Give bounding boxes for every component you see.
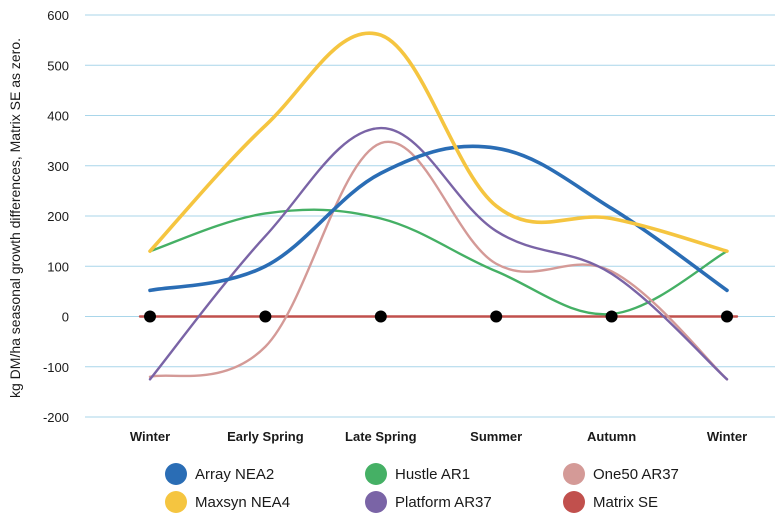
matrix-se-point [259, 310, 272, 323]
y-axis-label: kg DM/ha seasonal growth differences, Ma… [7, 38, 23, 398]
y-tick-label: 100 [47, 259, 69, 274]
matrix-se-point [721, 310, 733, 323]
y-tick-label: 400 [47, 109, 69, 124]
matrix-se-point [490, 310, 503, 323]
x-tick-label: Early Spring [227, 429, 304, 444]
x-tick-label: Autumn [587, 429, 636, 444]
legend: Array NEA2 Hustle AR1 One50 AR37 Maxsyn … [0, 458, 780, 524]
y-tick-label: 600 [47, 8, 69, 23]
series-line-array-nea2 [148, 144, 729, 293]
y-tick-label: -100 [43, 360, 69, 375]
matrix-se-point [374, 310, 387, 323]
y-tick-label: 500 [47, 58, 69, 73]
matrix-se-point [144, 310, 156, 323]
legend-label: Hustle AR1 [395, 465, 471, 483]
x-tick-label: Winter [130, 429, 170, 444]
y-tick-label: 0 [62, 310, 69, 325]
legend-swatch [365, 463, 387, 485]
legend-label: Matrix SE [593, 493, 659, 511]
legend-item-array-nea2: Array NEA2 [165, 460, 274, 488]
y-tick-label: 200 [47, 209, 69, 224]
legend-label: Platform AR37 [395, 493, 492, 511]
legend-item-maxsyn-nea4: Maxsyn NEA4 [165, 488, 290, 516]
y-tick-label: -200 [43, 410, 69, 425]
legend-item-one50-ar37: One50 AR37 [563, 460, 679, 488]
legend-swatch [365, 491, 387, 513]
series-line-maxsyn-nea4 [148, 31, 729, 253]
legend-item-hustle-ar1: Hustle AR1 [365, 460, 470, 488]
gridlines [85, 14, 775, 418]
legend-label: Maxsyn NEA4 [195, 493, 291, 511]
legend-swatch [165, 463, 187, 485]
x-tick-label: Winter [707, 429, 747, 444]
legend-item-matrix-se: Matrix SE [563, 488, 658, 516]
series-line-one50-ar37 [148, 140, 729, 381]
matrix-se-point [605, 310, 618, 323]
y-tick-label: 300 [47, 159, 69, 174]
legend-swatch [165, 491, 187, 513]
legend-swatch [563, 491, 585, 513]
x-tick-label: Late Spring [345, 429, 417, 444]
series-line-hustle-ar1 [148, 208, 729, 316]
chart: -200 -100 0 100 200 300 400 500 600 Winter Early … [7, 8, 775, 444]
legend-label: Array NEA2 [195, 465, 275, 483]
legend-item-platform-ar37: Platform AR37 [365, 488, 492, 516]
matrix-markers [144, 310, 733, 323]
series-lines [138, 31, 739, 381]
legend-swatch [563, 463, 585, 485]
y-axis-ticks: -200 -100 0 100 200 300 400 500 600 [43, 8, 69, 425]
x-axis-ticks: Winter Early Spring Late Spring Summer Autum… [130, 429, 747, 444]
legend-label: One50 AR37 [593, 465, 679, 483]
x-tick-label: Summer [470, 429, 522, 444]
